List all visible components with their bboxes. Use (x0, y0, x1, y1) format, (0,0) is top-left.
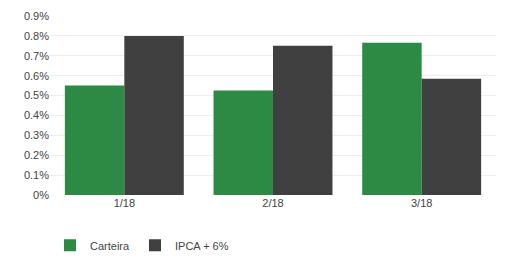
svg-text:0.4%: 0.4% (24, 109, 49, 121)
svg-text:0.1%: 0.1% (24, 169, 49, 181)
svg-text:0.7%: 0.7% (24, 50, 49, 62)
svg-text:1/18: 1/18 (114, 197, 135, 209)
svg-text:Carteira: Carteira (90, 240, 130, 252)
svg-text:IPCA + 6%: IPCA + 6% (175, 240, 229, 252)
svg-text:0.8%: 0.8% (24, 30, 49, 42)
svg-text:0.6%: 0.6% (24, 70, 49, 82)
svg-text:0.3%: 0.3% (24, 129, 49, 141)
svg-text:0.2%: 0.2% (24, 149, 49, 161)
svg-text:0.9%: 0.9% (24, 10, 49, 22)
svg-text:0.5%: 0.5% (24, 89, 49, 101)
svg-text:0%: 0% (33, 189, 49, 201)
svg-text:2/18: 2/18 (262, 197, 283, 209)
svg-text:3/18: 3/18 (411, 197, 432, 209)
